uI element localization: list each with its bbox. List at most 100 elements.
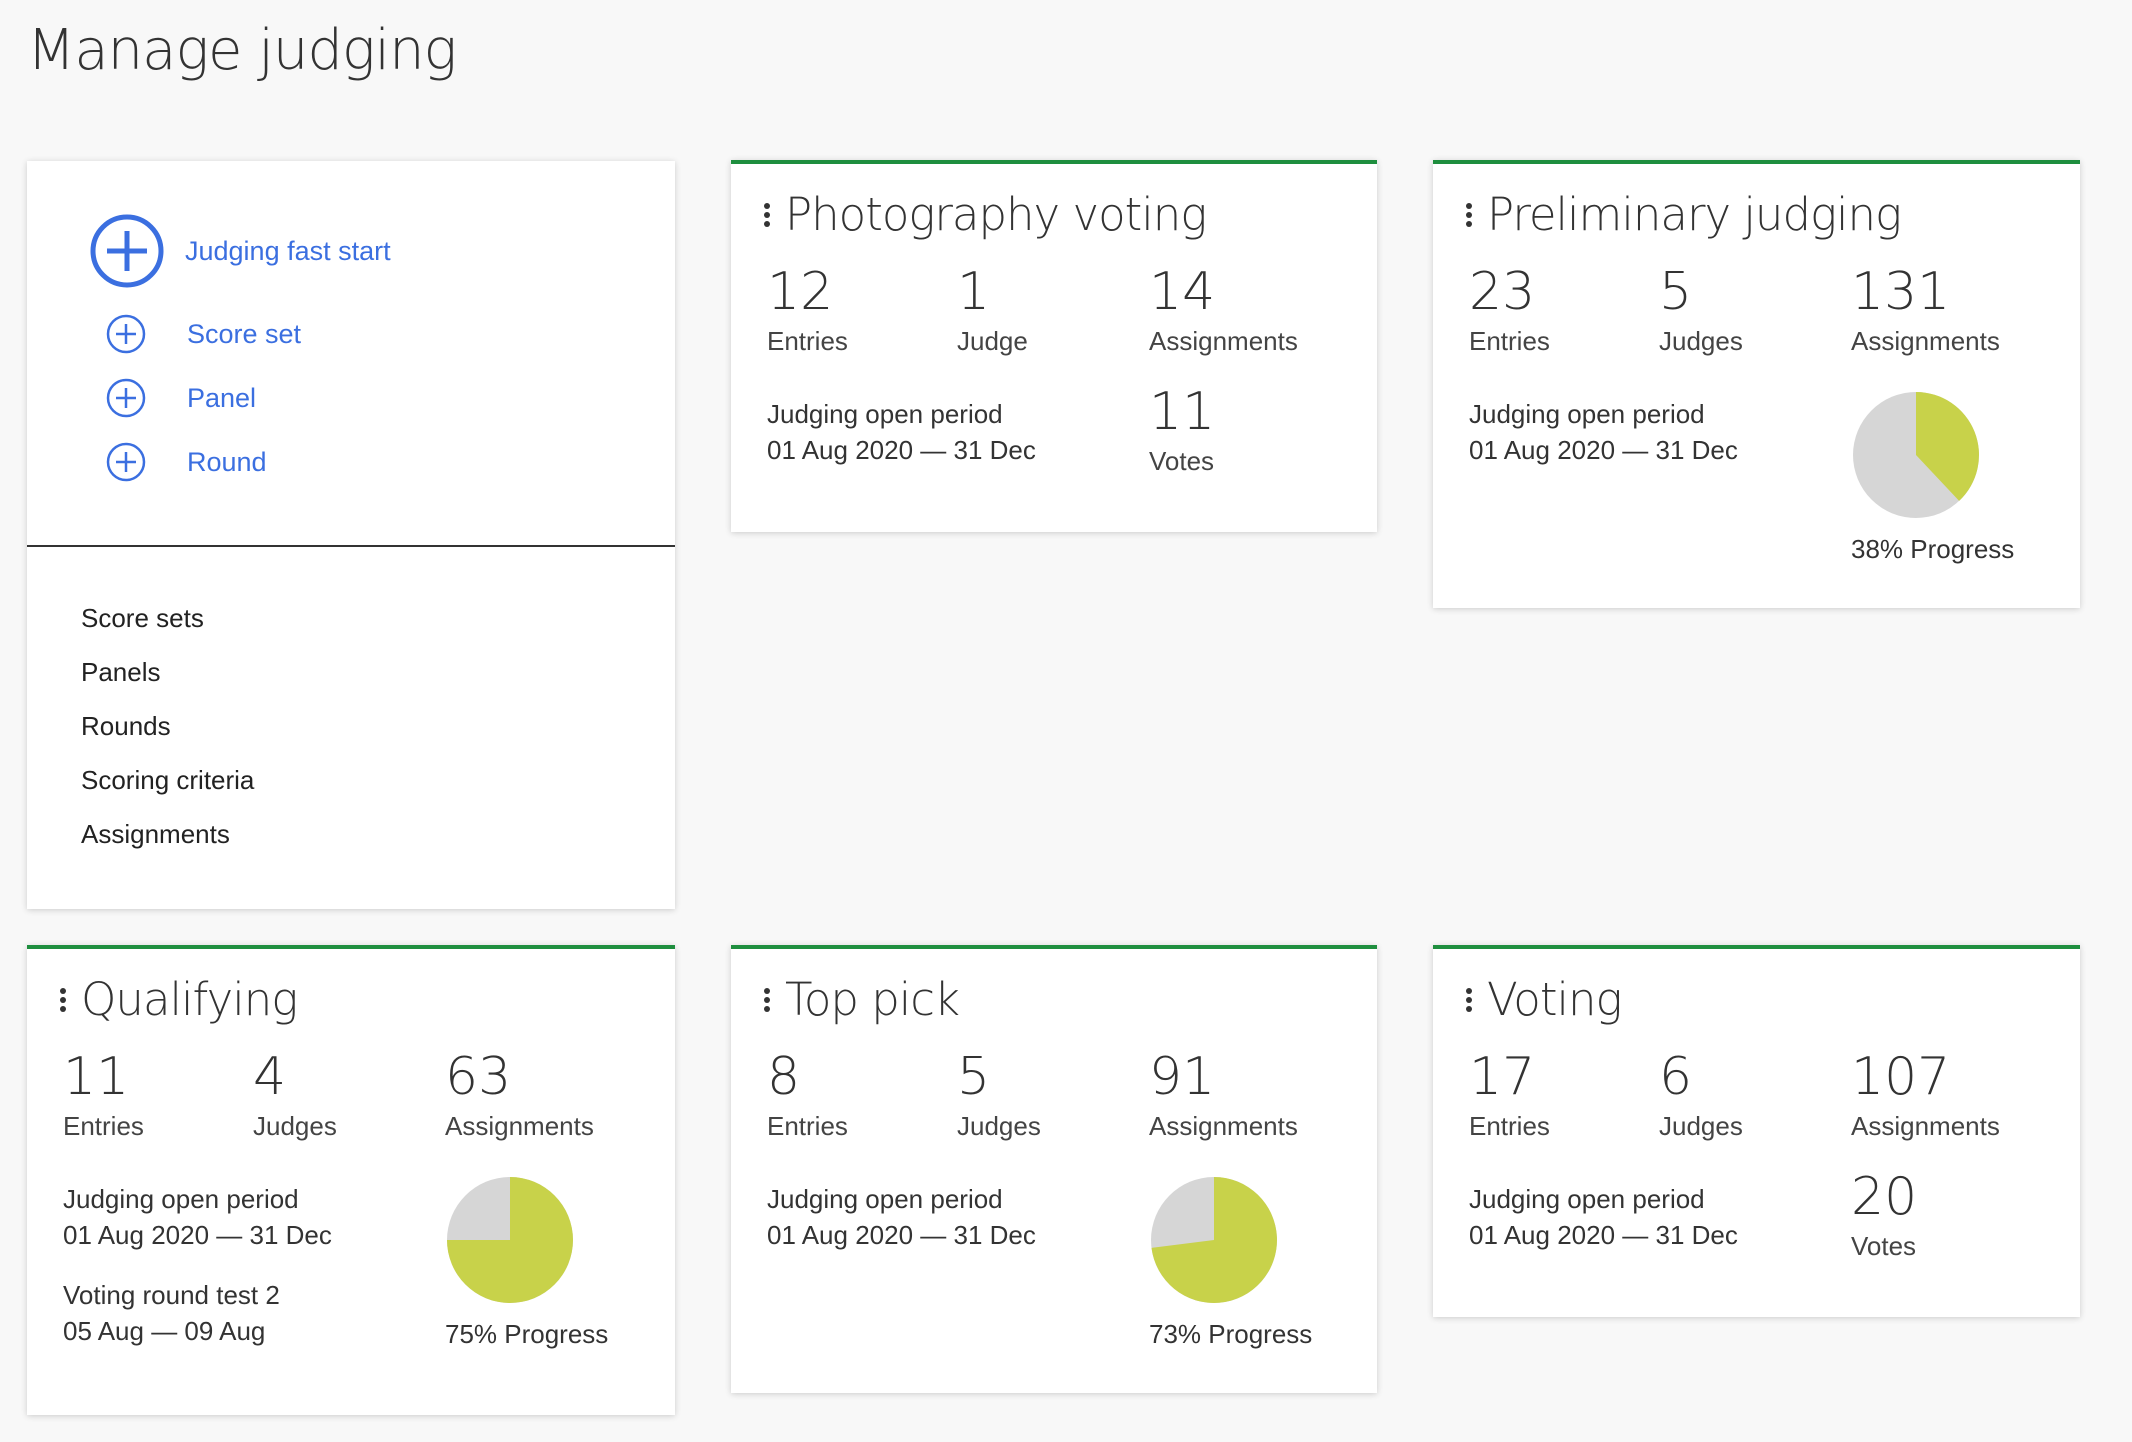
drag-handle-icon[interactable] <box>761 200 773 230</box>
assignments-label: Assignments <box>1149 1111 1298 1141</box>
judges-count: 5 <box>957 1047 991 1107</box>
add-score-set-label: Score set <box>187 318 302 349</box>
entries-label: Entries <box>1469 1111 1550 1141</box>
judges-stat: 5 Judges <box>1659 262 1743 357</box>
judges-count: 6 <box>1659 1047 1693 1107</box>
entries-label: Entries <box>63 1111 144 1141</box>
judges-stat: 6 Judges <box>1659 1047 1743 1142</box>
voting-period: Voting round test 2 05 Aug — 09 Aug <box>63 1277 280 1349</box>
votes-label: Votes <box>1149 446 1215 476</box>
entries-stat: 12 Entries <box>767 262 848 357</box>
round-title: Qualifying <box>57 973 298 1026</box>
entries-stat: 17 Entries <box>1469 1047 1550 1142</box>
panels-link[interactable]: Panels <box>81 657 161 687</box>
round-card[interactable]: Top pick 8 Entries 5 Judges 91 Assignmen… <box>731 945 1377 1393</box>
entries-count: 8 <box>767 1047 801 1107</box>
period-dates: 01 Aug 2020 — 31 Dec <box>1469 435 1738 465</box>
judges-label: Judges <box>1659 1111 1743 1141</box>
votes-count: 11 <box>1149 382 1216 442</box>
add-score-set-link[interactable]: Score set <box>105 313 301 355</box>
score-sets-link[interactable]: Score sets <box>81 603 204 633</box>
round-title: Preliminary judging <box>1463 188 1902 241</box>
assignments-stat: 91 Assignments <box>1149 1047 1298 1142</box>
pie-done-slice <box>1916 392 1979 501</box>
period-label: Judging open period <box>767 399 1003 429</box>
entries-stat: 8 Entries <box>767 1047 848 1142</box>
round-name[interactable]: Voting <box>1487 973 1622 1026</box>
entries-stat: 11 Entries <box>63 1047 144 1142</box>
round-card[interactable]: Preliminary judging 23 Entries 5 Judges … <box>1433 160 2080 608</box>
assignments-stat: 131 Assignments <box>1851 262 2000 357</box>
period-dates: 01 Aug 2020 — 31 Dec <box>1469 1220 1738 1250</box>
period-dates: 01 Aug 2020 — 31 Dec <box>63 1220 332 1250</box>
drag-handle-icon[interactable] <box>57 985 69 1015</box>
judges-stat: 1 Judge <box>957 262 1028 357</box>
entries-stat: 23 Entries <box>1469 262 1550 357</box>
assignments-label: Assignments <box>445 1111 594 1141</box>
round-title: Top pick <box>761 973 960 1026</box>
progress-pie <box>447 1177 573 1303</box>
period-label: Voting round test 2 <box>63 1280 280 1310</box>
judging-fast-start-label: Judging fast start <box>185 235 391 266</box>
assignments-label: Assignments <box>1851 326 2000 356</box>
assignments-stat: 14 Assignments <box>1149 262 1298 357</box>
progress-pie <box>1151 1177 1277 1303</box>
period-label: Judging open period <box>63 1184 299 1214</box>
add-circle-icon <box>106 442 146 482</box>
period-dates: 05 Aug — 09 Aug <box>63 1316 266 1346</box>
judging-period: Judging open period 01 Aug 2020 — 31 Dec <box>1469 396 1738 468</box>
period-label: Judging open period <box>767 1184 1003 1214</box>
judges-stat: 5 Judges <box>957 1047 1041 1142</box>
entries-label: Entries <box>1469 326 1550 356</box>
entries-count: 12 <box>767 262 834 322</box>
drag-handle-icon[interactable] <box>1463 985 1475 1015</box>
round-name[interactable]: Qualifying <box>81 973 298 1026</box>
period-label: Judging open period <box>1469 1184 1705 1214</box>
assignments-count: 14 <box>1149 262 1216 322</box>
votes-label: Votes <box>1851 1231 1917 1261</box>
judges-label: Judges <box>253 1111 337 1141</box>
scoring-criteria-link[interactable]: Scoring criteria <box>81 765 255 795</box>
assignments-count: 131 <box>1851 262 1951 322</box>
judging-period: Judging open period 01 Aug 2020 — 31 Dec <box>767 1181 1036 1253</box>
divider <box>27 545 675 547</box>
manage-links-list: Score sets Panels Rounds Scoring criteri… <box>81 591 254 861</box>
votes-stat: 20 Votes <box>1851 1167 1917 1262</box>
add-circle-icon <box>106 314 146 354</box>
rounds-link[interactable]: Rounds <box>81 711 171 741</box>
add-panel-label: Panel <box>187 382 257 413</box>
assignments-count: 91 <box>1149 1047 1216 1107</box>
entries-label: Entries <box>767 326 848 356</box>
judging-period: Judging open period 01 Aug 2020 — 31 Dec <box>1469 1181 1738 1253</box>
round-title: Voting <box>1463 973 1622 1026</box>
entries-count: 23 <box>1469 262 1536 322</box>
pie-done-slice <box>447 1177 573 1303</box>
drag-handle-icon[interactable] <box>1463 200 1475 230</box>
judges-label: Judge <box>957 326 1028 356</box>
judges-stat: 4 Judges <box>253 1047 337 1142</box>
round-name[interactable]: Top pick <box>785 973 960 1026</box>
round-card[interactable]: Photography voting 12 Entries 1 Judge 14… <box>731 160 1377 532</box>
drag-handle-icon[interactable] <box>761 985 773 1015</box>
round-name[interactable]: Preliminary judging <box>1487 188 1902 241</box>
votes-stat: 11 Votes <box>1149 382 1215 477</box>
judges-count: 5 <box>1659 262 1693 322</box>
entries-label: Entries <box>767 1111 848 1141</box>
quick-actions-card: Judging fast start Score set Panel Round… <box>27 161 675 909</box>
period-label: Judging open period <box>1469 399 1705 429</box>
entries-count: 11 <box>63 1047 130 1107</box>
add-round-link[interactable]: Round <box>105 441 267 483</box>
round-name[interactable]: Photography voting <box>785 188 1207 241</box>
assignments-link[interactable]: Assignments <box>81 819 230 849</box>
judges-label: Judges <box>957 1111 1041 1141</box>
period-dates: 01 Aug 2020 — 31 Dec <box>767 1220 1036 1250</box>
assignments-count: 63 <box>445 1047 512 1107</box>
assignments-stat: 63 Assignments <box>445 1047 594 1142</box>
round-card[interactable]: Voting 17 Entries 6 Judges 107 Assignmen… <box>1433 945 2080 1317</box>
judging-fast-start-link[interactable]: Judging fast start <box>89 213 391 289</box>
round-card[interactable]: Qualifying 11 Entries 4 Judges 63 Assign… <box>27 945 675 1415</box>
add-panel-link[interactable]: Panel <box>105 377 256 419</box>
add-circle-icon <box>106 378 146 418</box>
assignments-label: Assignments <box>1149 326 1298 356</box>
add-round-label: Round <box>187 446 267 477</box>
